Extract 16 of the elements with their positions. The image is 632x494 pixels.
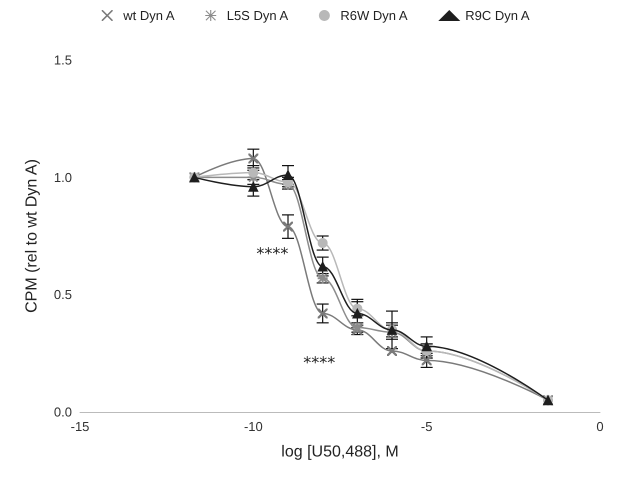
y-tick-label: 1.5 xyxy=(54,52,72,68)
legend-label: wt Dyn A xyxy=(122,8,175,23)
legend-label: R6W Dyn A xyxy=(340,8,408,23)
annotation: **** xyxy=(303,353,336,372)
y-tick-label: 0.5 xyxy=(54,287,72,302)
legend-label: L5S Dyn A xyxy=(226,8,288,23)
legend-label: R9C Dyn A xyxy=(465,8,530,23)
annotation: **** xyxy=(256,244,288,264)
x-tick-label: -15 xyxy=(70,419,90,434)
y-tick-label: 1.0 xyxy=(54,170,72,185)
x-tick-label: 0 xyxy=(596,419,604,434)
y-tick-label: 0.0 xyxy=(54,404,72,420)
x-tick-label: -5 xyxy=(420,419,432,434)
x-axis-title: log [U50,488], M xyxy=(281,444,399,460)
y-axis-title: CPM (rel to wt Dyn A) xyxy=(24,159,40,313)
x-tick-label: -10 xyxy=(244,419,263,434)
